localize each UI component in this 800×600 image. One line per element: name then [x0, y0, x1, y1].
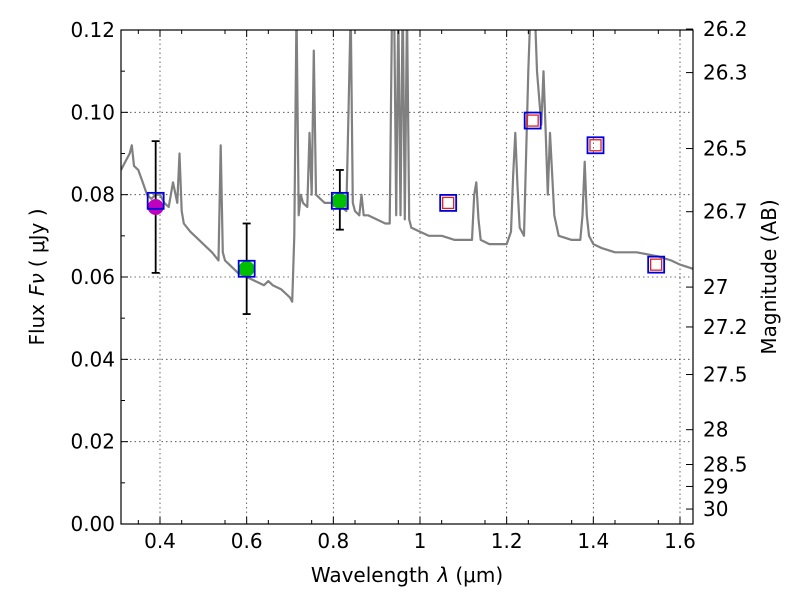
spectrum-line — [121, 30, 693, 303]
y-axis-label: FluxFν( μJy ) — [25, 208, 49, 345]
photometry-point — [147, 199, 164, 216]
y-tick-label: 0.02 — [70, 430, 115, 454]
mag-tick-label: 28.5 — [703, 452, 748, 476]
x-tick-label: 1.4 — [577, 529, 609, 553]
x-axis-label: Wavelength λ (μm) — [311, 563, 503, 587]
model-box — [330, 191, 349, 210]
x-tick-label: 0.6 — [231, 529, 263, 553]
y-tick-label: 0.08 — [70, 183, 115, 207]
x-tick-label: 0.4 — [144, 529, 176, 553]
mag-tick-label: 27.2 — [703, 315, 748, 339]
x-tick-label: 1.2 — [491, 529, 523, 553]
x-tick-label: 1 — [414, 529, 427, 553]
mag-tick-label: 26.5 — [703, 137, 748, 161]
y-tick-label: 0.10 — [70, 100, 115, 124]
y-tick-label: 0.04 — [70, 347, 115, 371]
mag-tick-label: 27.5 — [703, 363, 748, 387]
x-tick-label: 0.8 — [317, 529, 349, 553]
predicted-inner-box — [442, 196, 455, 210]
photometry-point — [331, 192, 348, 209]
x-tick-label: 1.6 — [664, 529, 696, 553]
predicted-inner-box — [650, 258, 663, 271]
mag-tick-label: 26.2 — [703, 17, 748, 41]
predicted-inner-box — [589, 139, 602, 152]
predicted-model-box — [647, 255, 666, 274]
spectrum-series — [121, 30, 693, 303]
mag-tick-label: 27 — [703, 275, 728, 299]
mag-tick-label: 26.7 — [703, 200, 748, 224]
model-box — [146, 191, 165, 210]
axis-ticks: 0.4 0.6 0.8 1 1.2 1.4 1.6 0.00 0.02 0.04 0.06 0.08 0… — [70, 17, 747, 553]
photometry-points — [146, 111, 666, 315]
predicted-model-box — [586, 136, 605, 155]
y-tick-label: 0.00 — [70, 512, 115, 536]
y2-axis-label: Magnitude (AB) — [757, 199, 781, 354]
predicted-model-box — [523, 111, 542, 130]
predicted-inner-box — [526, 114, 539, 127]
y-tick-label: 0.12 — [70, 18, 115, 42]
mag-tick-label: 30 — [703, 497, 728, 521]
y-tick-label: 0.06 — [70, 265, 115, 289]
mag-tick-label: 28 — [703, 418, 728, 442]
predicted-model-box — [439, 193, 458, 212]
mag-tick-label: 29 — [703, 474, 728, 498]
model-box — [237, 259, 256, 278]
photometry-point — [238, 260, 255, 277]
mag-tick-label: 26.3 — [703, 61, 748, 85]
